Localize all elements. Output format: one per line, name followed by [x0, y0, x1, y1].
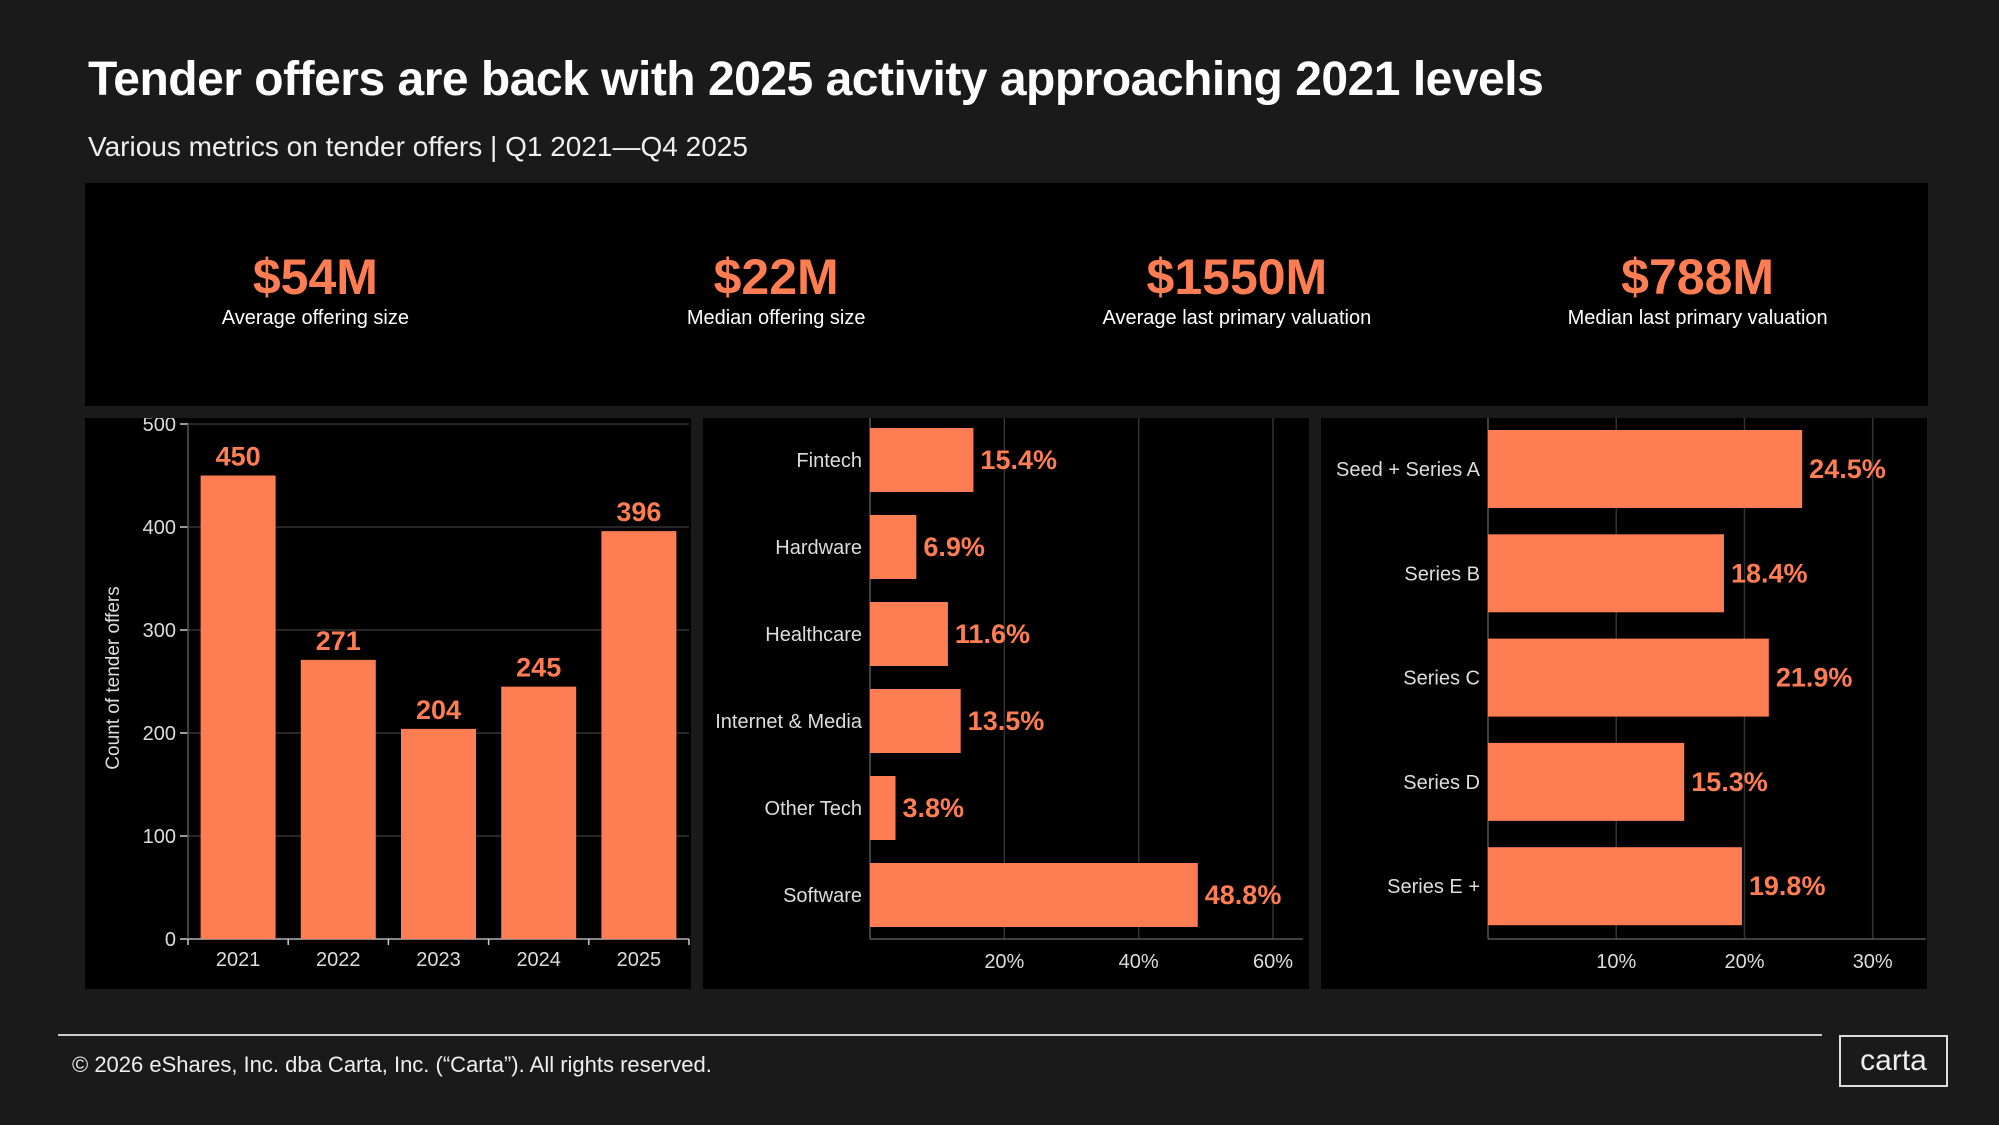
bar: [1488, 534, 1724, 613]
data-label: 245: [516, 653, 561, 683]
kpi-median-offering-size: $22M Median offering size: [546, 183, 1007, 406]
y-tick-label: Series C: [1403, 668, 1480, 690]
x-tick-label: 2021: [216, 949, 261, 971]
bar: [300, 659, 376, 939]
y-tick-label: Other Tech: [765, 798, 862, 820]
chart-by-stage: 10% 20% 30% 24.5% Seed + Series A 18.4% Series…: [1321, 418, 1927, 989]
data-label: 11.6%: [955, 619, 1030, 649]
bar: [870, 515, 917, 579]
kpi-panel: $54M Average offering size $22M Median off…: [85, 183, 1928, 406]
x-tick-label: 60%: [1253, 951, 1293, 973]
chart-svg: 20% 40% 60% 15.4% Fintech 6.9% Hardware 11.6% He…: [715, 418, 1303, 973]
y-axis-label: Count of tender offers: [103, 586, 124, 769]
y-tick-label: Healthcare: [765, 624, 862, 646]
y-tick-label: 300: [143, 620, 176, 642]
y-tick-label: Hardware: [775, 537, 862, 559]
kpi-median-valuation: $788M Median last primary valuation: [1467, 183, 1928, 406]
chart-count-by-year: 0 100 200 300 400 500 450 2021 271 2022 204 2023 245…: [85, 418, 691, 989]
data-label: 13.5%: [968, 706, 1045, 736]
carta-logo: carta: [1839, 1035, 1948, 1087]
x-tick-label: 2024: [516, 949, 561, 971]
data-label: 3.8%: [903, 793, 965, 823]
data-label: 19.8%: [1749, 871, 1826, 901]
bar: [870, 689, 961, 753]
bar: [1488, 638, 1769, 717]
kpi-average-valuation: $1550M Average last primary valuation: [1007, 183, 1468, 406]
page-subtitle: Various metrics on tender offers | Q1 20…: [88, 131, 748, 162]
data-label: 24.5%: [1809, 454, 1886, 484]
kpi-value: $22M: [713, 249, 839, 305]
y-tick-label: Series B: [1404, 563, 1480, 585]
bar: [401, 728, 476, 939]
x-tick-label: 10%: [1596, 951, 1636, 973]
kpi-value: $788M: [1621, 249, 1775, 305]
data-label: 204: [416, 695, 461, 725]
x-tick-label: 2025: [617, 949, 662, 971]
y-tick-label: Seed + Series A: [1336, 459, 1481, 481]
chart-svg: 0 100 200 300 400 500 450 2021 271 2022 204 2023 245…: [103, 418, 690, 971]
bar: [1488, 742, 1685, 821]
data-label: 15.4%: [980, 445, 1057, 475]
x-tick-label: 40%: [1119, 951, 1159, 973]
bar: [1488, 847, 1742, 926]
y-tick-label: Software: [783, 885, 862, 907]
kpi-value: $54M: [252, 249, 378, 305]
bar: [601, 531, 677, 939]
data-label: 48.8%: [1205, 880, 1282, 910]
y-tick-label: 500: [143, 418, 176, 436]
footer-divider: [58, 1034, 1822, 1036]
data-label: 6.9%: [923, 532, 985, 562]
bar: [870, 776, 896, 840]
copyright: © 2026 eShares, Inc. dba Carta, Inc. (“C…: [72, 1052, 712, 1077]
y-tick-label: 200: [143, 723, 176, 745]
kpi-average-offering-size: $54M Average offering size: [85, 183, 546, 406]
bar: [200, 475, 276, 939]
page-title: Tender offers are back with 2025 activit…: [88, 53, 1544, 106]
data-label: 450: [216, 442, 261, 472]
kpi-label: Median offering size: [686, 307, 866, 329]
bar: [501, 686, 577, 939]
data-label: 21.9%: [1776, 663, 1853, 693]
y-tick-label: Internet & Media: [715, 711, 863, 733]
y-tick-label: Fintech: [796, 450, 862, 472]
kpi-label: Average last primary valuation: [1102, 307, 1372, 329]
y-tick-label: 400: [143, 517, 176, 539]
x-tick-label: 30%: [1853, 951, 1893, 973]
x-tick-label: 2023: [416, 949, 461, 971]
x-tick-label: 20%: [984, 951, 1024, 973]
x-tick-label: 20%: [1724, 951, 1764, 973]
y-tick-label: 0: [165, 929, 176, 951]
bar: [1488, 430, 1803, 508]
kpi-label: Average offering size: [221, 307, 409, 329]
y-tick-label: Series E +: [1387, 876, 1480, 898]
kpi-value: $1550M: [1146, 249, 1328, 305]
data-label: 15.3%: [1691, 767, 1768, 797]
bar: [870, 863, 1198, 927]
kpi-label: Median last primary valuation: [1567, 307, 1828, 329]
x-tick-label: 2022: [316, 949, 361, 971]
y-tick-label: Series D: [1403, 772, 1480, 794]
data-label: 18.4%: [1731, 558, 1808, 588]
y-tick-label: 100: [143, 826, 176, 848]
data-label: 271: [316, 626, 361, 656]
chart-by-industry: 20% 40% 60% 15.4% Fintech 6.9% Hardware 11.6% He…: [703, 418, 1309, 989]
data-label: 396: [616, 497, 661, 527]
chart-svg: 10% 20% 30% 24.5% Seed + Series A 18.4% Series…: [1336, 418, 1926, 973]
bar: [870, 602, 948, 666]
bar: [870, 428, 974, 492]
